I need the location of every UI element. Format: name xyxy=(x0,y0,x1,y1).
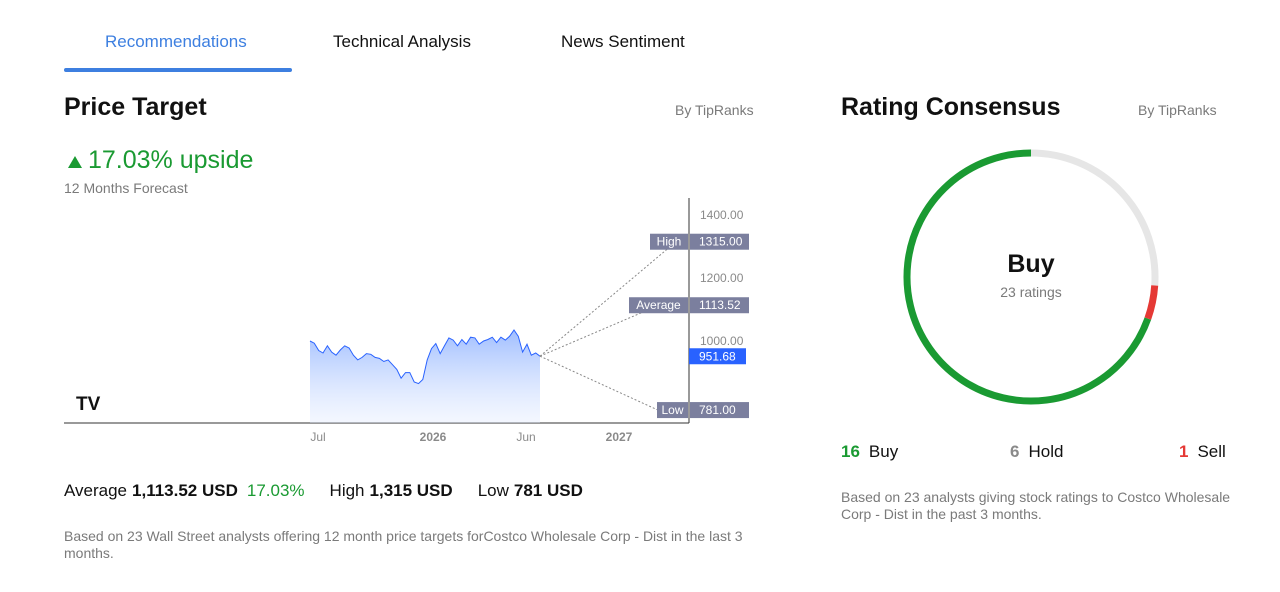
price-line xyxy=(309,329,541,385)
rating-consensus-title: Rating Consensus xyxy=(841,93,1061,121)
average-value: 1,113.52 USD xyxy=(132,481,238,500)
x-tick-label: Jul xyxy=(310,430,325,444)
target-name-box-average xyxy=(629,297,688,314)
x-tick-label: 2026 xyxy=(420,430,447,444)
rating-consensus-source[interactable]: By TipRanks xyxy=(1138,102,1217,118)
upside-text: 17.03% upside xyxy=(88,146,254,174)
y-tick-label: 1400.00 xyxy=(700,208,744,222)
price-target-source[interactable]: By TipRanks xyxy=(675,102,754,118)
donut-segment-hold xyxy=(1030,149,1159,286)
projection-line-low xyxy=(539,355,659,411)
high-label: High xyxy=(329,481,365,500)
price-target-title: Price Target xyxy=(64,93,207,121)
target-name-low: Low xyxy=(661,403,683,417)
sell-count: 1 xyxy=(1179,442,1189,461)
upside-indicator: 17.03% upside xyxy=(68,146,253,175)
low-label: Low xyxy=(477,481,509,500)
hold-count: 6 xyxy=(1010,442,1020,461)
price-target-note: Based on 23 Wall Street analysts offerin… xyxy=(64,528,743,561)
target-name-average: Average xyxy=(636,298,681,312)
up-triangle-icon xyxy=(68,155,82,168)
target-value-average: 1113.52 xyxy=(699,298,741,312)
tradingview-logo-icon: TV xyxy=(76,394,101,415)
buy-count-group: 16 Buy xyxy=(841,442,898,462)
price-target-chart: TV 1400.00 1200.00 1000.00 Jul 2026 Jun 2027 Hig… xyxy=(64,198,749,444)
sell-count-group: 1 Sell xyxy=(1179,442,1226,462)
donut-segment-sell xyxy=(1144,285,1159,320)
forecast-label: 12 Months Forecast xyxy=(64,180,188,196)
projection-line-high xyxy=(539,241,677,357)
target-name-box-low xyxy=(657,402,688,419)
sell-label: Sell xyxy=(1197,442,1226,461)
current-price-box xyxy=(689,348,746,365)
projection-line-average xyxy=(539,304,660,357)
tab-news-sentiment[interactable]: News Sentiment xyxy=(561,32,685,51)
rating-consensus-note: Based on 23 analysts giving stock rating… xyxy=(841,489,1231,522)
rating-donut-chart xyxy=(903,149,1159,405)
average-label: Average xyxy=(64,481,128,500)
buy-label: Buy xyxy=(868,442,899,461)
target-value-box-average xyxy=(690,297,749,314)
buy-count: 16 xyxy=(841,442,860,461)
consensus-rating: Buy xyxy=(1007,250,1055,278)
hold-count-group: 6 Hold xyxy=(1010,442,1063,462)
target-value-box-high xyxy=(690,233,749,250)
tab-technical-analysis[interactable]: Technical Analysis xyxy=(333,32,471,51)
x-tick-label: 2027 xyxy=(606,430,633,444)
donut-segment-buy xyxy=(903,149,1152,405)
x-tick-label: Jun xyxy=(516,430,535,444)
tab-recommendations[interactable]: Recommendations xyxy=(105,32,247,51)
price-area xyxy=(310,330,540,423)
ratings-count: 23 ratings xyxy=(1000,284,1062,300)
target-value-low: 781.00 xyxy=(699,403,736,417)
y-tick-label: 1000.00 xyxy=(700,334,744,348)
hold-label: Hold xyxy=(1028,442,1064,461)
average-upside-pct: 17.03% xyxy=(246,481,305,500)
target-value-box-low xyxy=(690,402,749,419)
high-value: 1,315 USD xyxy=(369,481,453,500)
low-value: 781 USD xyxy=(513,481,583,500)
current-price-label: 951.68 xyxy=(699,349,736,363)
target-name-box-high xyxy=(650,233,688,250)
price-target-stats: Average 1,113.52 USD 17.03% High 1,315 U… xyxy=(64,481,608,501)
active-tab-indicator xyxy=(64,68,292,72)
target-value-high: 1315.00 xyxy=(699,235,743,249)
target-name-high: High xyxy=(657,235,682,249)
tab-bar: Recommendations Technical Analysis News … xyxy=(64,26,764,72)
y-tick-label: 1200.00 xyxy=(700,271,744,285)
